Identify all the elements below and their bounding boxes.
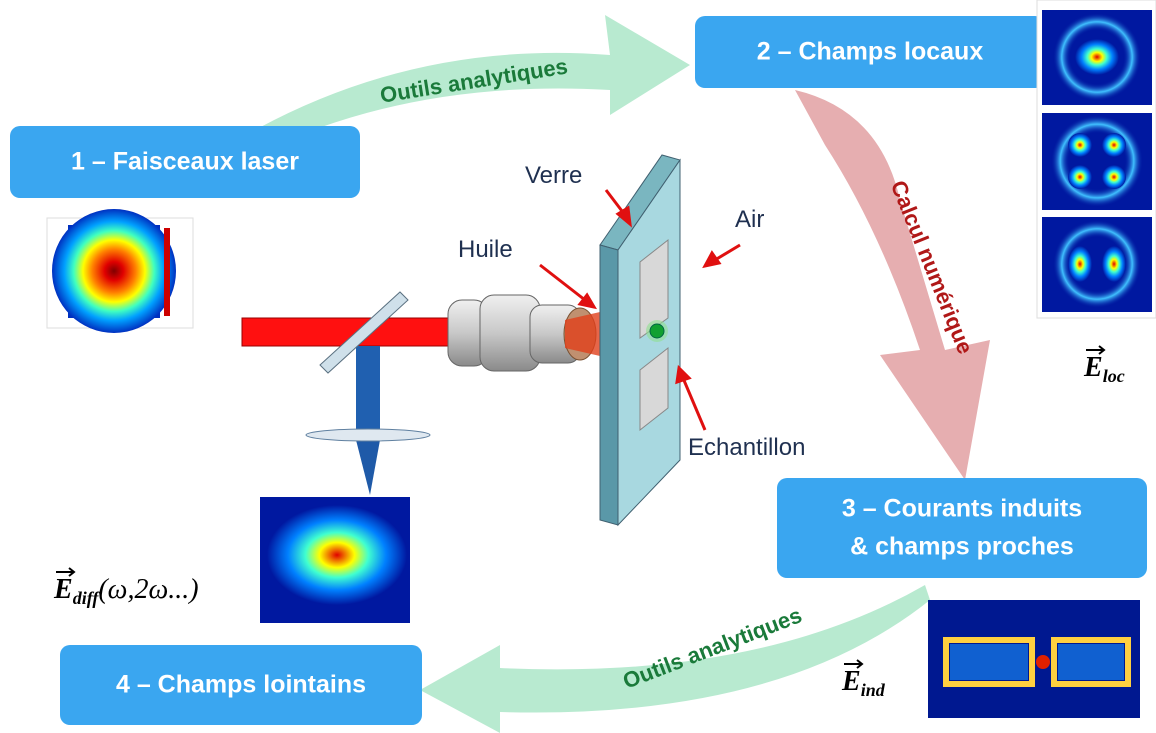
step-box: 4 – Champs lointains xyxy=(60,645,422,725)
step-box: 3 – Courants induits & champs proches xyxy=(777,478,1147,578)
field-subscript: ind xyxy=(861,680,886,700)
arrow-analytic-bottom xyxy=(420,585,930,733)
heatmap-far xyxy=(260,497,410,623)
field-subscript: loc xyxy=(1103,366,1125,386)
step-box: 2 – Champs locaux xyxy=(695,16,1045,88)
svg-text:Ediff(ω,2ω...): Ediff(ω,2ω...) xyxy=(53,574,199,608)
setup xyxy=(241,154,681,527)
setup-label: Verre xyxy=(525,162,582,189)
heatmap-local xyxy=(1036,0,1156,319)
svg-text:Eind: Eind xyxy=(841,666,886,700)
step-label: 3 – Courants induits xyxy=(842,495,1082,523)
step-label: 1 – Faisceaux laser xyxy=(71,148,299,176)
step-label: 4 – Champs lointains xyxy=(116,671,366,699)
setup-label: Air xyxy=(735,206,764,233)
arrow-analytic-top xyxy=(255,15,690,135)
step-label: & champs proches xyxy=(850,533,1074,561)
field-ind: Eind xyxy=(841,659,886,700)
setup-label: Huile xyxy=(458,236,513,263)
heatmap-laser xyxy=(46,209,194,333)
field-subscript: diff xyxy=(73,588,101,608)
field-loc: Eloc xyxy=(1083,345,1125,386)
pointer-arrows xyxy=(539,189,741,431)
heatmap-induced xyxy=(928,600,1140,718)
field-argument: (ω,2ω...) xyxy=(98,574,198,605)
field-symbol: E xyxy=(841,666,861,697)
arrow-numeric xyxy=(795,90,990,480)
field-symbol: E xyxy=(53,574,73,605)
svg-text:Eloc: Eloc xyxy=(1083,352,1125,386)
step-box: 1 – Faisceaux laser xyxy=(10,126,360,198)
setup-label: Echantillon xyxy=(688,434,805,461)
field-symbol: E xyxy=(1083,352,1103,383)
step-label: 2 – Champs locaux xyxy=(757,38,984,66)
field-diff: Ediff(ω,2ω...) xyxy=(53,567,199,608)
